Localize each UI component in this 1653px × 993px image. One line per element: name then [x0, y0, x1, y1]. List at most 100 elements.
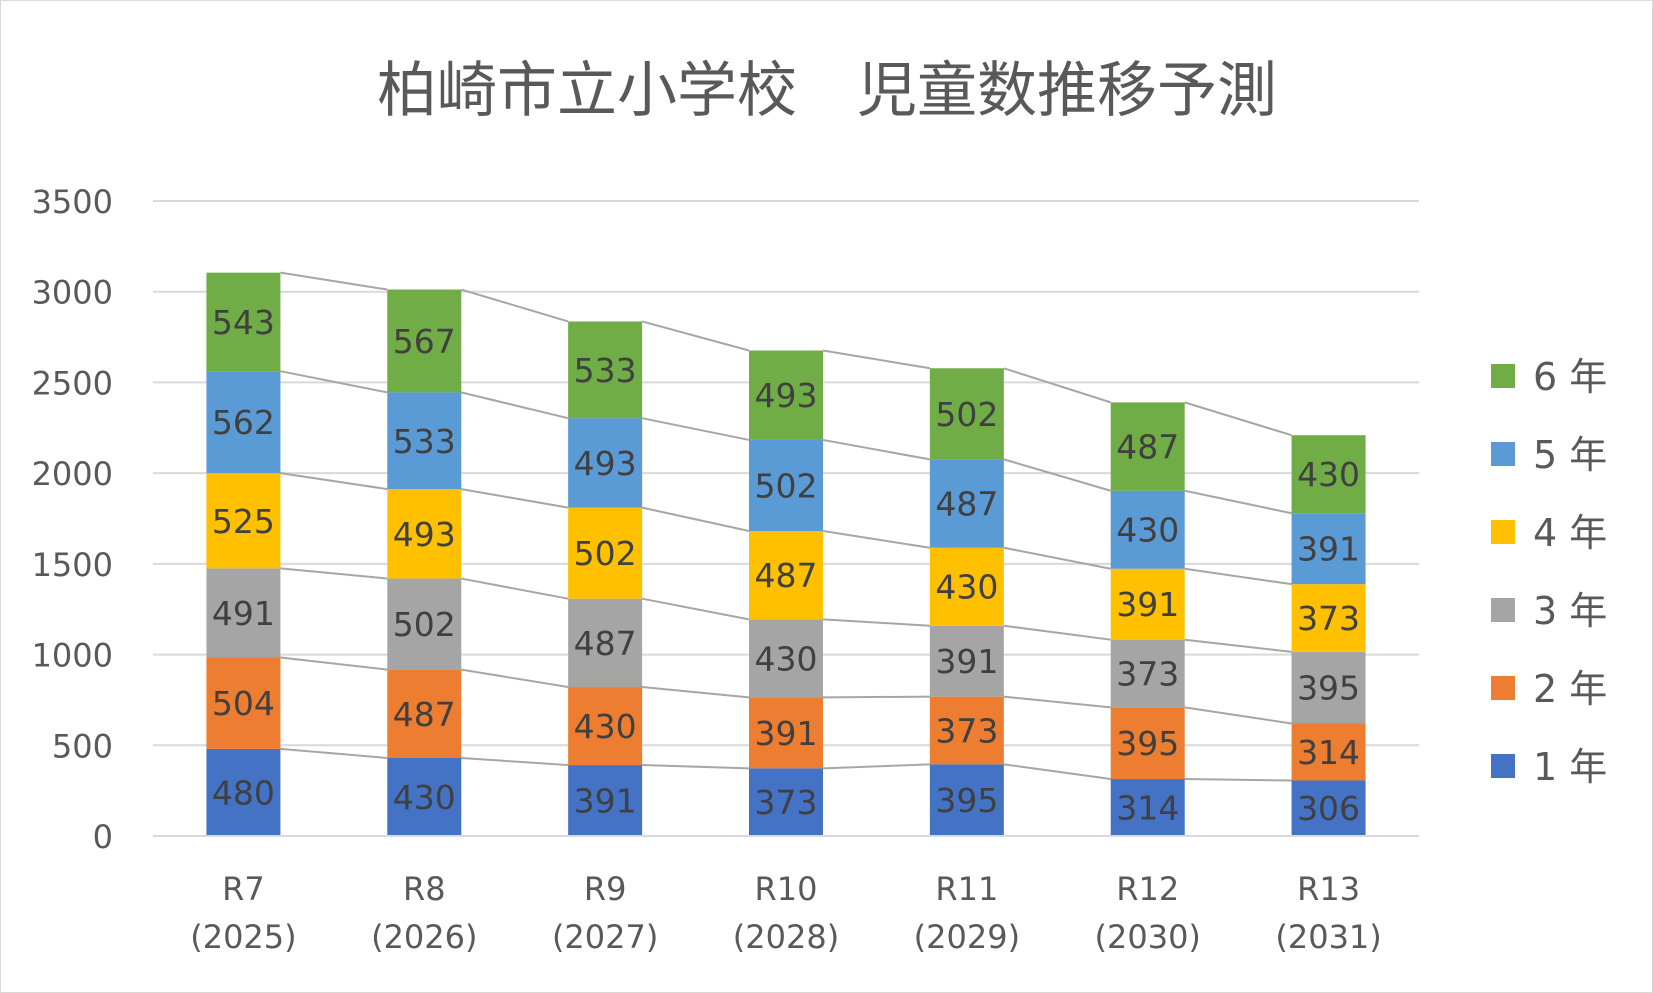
data-label: 391 [935, 642, 998, 681]
series-line [1003, 546, 1111, 570]
bar-segment [929, 459, 1004, 548]
legend-swatch [1491, 442, 1515, 466]
y-tick-label: 1000 [32, 637, 113, 675]
series-lines [280, 271, 1292, 782]
bar-segment [929, 547, 1004, 626]
series-line [1003, 763, 1111, 781]
bar-segment [387, 578, 462, 670]
bar-segment [206, 657, 281, 749]
bar-segment [749, 439, 823, 532]
y-tick-label: 0 [93, 818, 113, 856]
bar-segment [568, 507, 643, 599]
bar-segment [387, 669, 462, 758]
legend-swatch [1491, 676, 1515, 700]
series-line [641, 506, 750, 532]
series-line [641, 597, 750, 621]
series-line [822, 349, 931, 370]
data-label: 391 [1116, 585, 1179, 624]
bar-segment [568, 687, 643, 766]
x-tick-label: (2027) [552, 918, 658, 956]
data-label: 487 [393, 695, 456, 734]
bar-segment [749, 768, 823, 836]
x-tick-label: (2028) [733, 918, 839, 956]
x-tick-label: R10 [755, 870, 818, 908]
series-line [280, 567, 388, 580]
legend-swatch [1491, 364, 1515, 388]
bar-segment [387, 489, 462, 579]
data-label: 314 [1116, 789, 1179, 828]
bar-segment [206, 568, 281, 658]
bar-segment [1110, 568, 1185, 640]
series-line [641, 320, 750, 352]
series-line [1184, 567, 1292, 586]
series-line [822, 530, 931, 549]
bar-segment [1291, 584, 1366, 652]
data-label: 395 [935, 781, 998, 820]
series-line [1003, 367, 1112, 404]
bar-segment [1110, 402, 1185, 491]
x-tick-label: R7 [222, 870, 265, 908]
bar-segment [1110, 779, 1185, 836]
data-label: 502 [755, 466, 818, 505]
bar-segment [749, 697, 823, 769]
bar-segment [1291, 780, 1366, 836]
bar-segment [1110, 639, 1185, 708]
series-line [1184, 638, 1292, 653]
data-label: 504 [212, 684, 275, 723]
data-label: 502 [574, 534, 637, 573]
data-label: 502 [393, 605, 456, 644]
data-label: 493 [574, 444, 637, 483]
series-line [280, 472, 388, 491]
data-label: 480 [212, 773, 275, 812]
series-line [280, 747, 388, 759]
series-line [641, 417, 750, 441]
legend-label: 6 年 [1533, 355, 1607, 399]
data-labels: 480 430 391 373 395 314 306 504 487 430 391 373 395 3… [212, 303, 1360, 828]
bar-segment [568, 598, 643, 688]
series-line [822, 618, 930, 627]
data-label: 502 [935, 395, 998, 434]
data-label: 487 [755, 556, 818, 595]
series-line [1184, 706, 1292, 725]
data-label: 493 [755, 376, 818, 415]
series-line [822, 695, 930, 699]
data-label: 373 [1297, 599, 1360, 638]
data-label: 430 [574, 707, 637, 746]
data-label: 493 [393, 515, 456, 554]
bar-segment [1291, 651, 1366, 724]
series-line [280, 370, 388, 394]
series-line [280, 656, 388, 671]
bar-segment [929, 625, 1004, 697]
x-tick-label: R12 [1116, 870, 1179, 908]
x-tick-label: (2026) [371, 918, 477, 956]
x-tick-label: (2031) [1275, 918, 1381, 956]
data-label: 391 [1297, 530, 1360, 569]
series-line [1184, 489, 1292, 515]
y-tick-label: 2000 [32, 455, 113, 493]
data-label: 567 [393, 322, 456, 361]
y-tick-label: 3000 [32, 274, 113, 312]
bar-segment [749, 619, 823, 698]
bar-segment [749, 350, 823, 440]
legend-label: 3 年 [1533, 589, 1607, 633]
series-line [461, 391, 569, 420]
data-label: 373 [935, 711, 998, 750]
data-label: 487 [1116, 428, 1179, 467]
bars [206, 272, 1366, 836]
series-line [1184, 401, 1292, 437]
data-label: 487 [935, 485, 998, 524]
series-line [642, 764, 750, 770]
series-line [822, 438, 931, 461]
legend-label: 4 年 [1533, 511, 1607, 555]
series-line [1003, 458, 1111, 492]
data-label: 430 [755, 639, 818, 678]
bar-segment [1291, 435, 1366, 514]
bar-segment [1110, 490, 1185, 569]
x-tick-label: (2025) [190, 918, 296, 956]
data-label: 430 [393, 778, 456, 817]
legend-label: 1 年 [1533, 745, 1607, 789]
legend-label: 5 年 [1533, 433, 1607, 477]
data-label: 430 [935, 568, 998, 607]
data-label: 395 [1297, 669, 1360, 708]
bar-segment [206, 272, 281, 372]
